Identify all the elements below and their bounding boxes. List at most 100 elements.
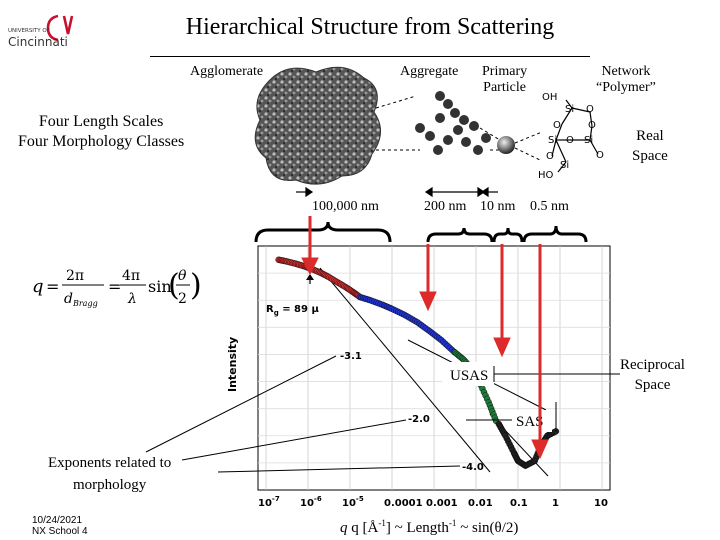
brace-aggregate xyxy=(426,227,494,243)
bragg-equation: q = 2π dBragg = 4π λ sin ( θ 2 ) xyxy=(32,268,202,308)
slope-label-4: -4.0 xyxy=(462,462,484,473)
x-axis-label: q q [Å-1] ~ Length-1 ~ sin(θ/2) xyxy=(340,518,518,537)
eq-num2: 4π xyxy=(122,268,140,284)
label-agglomerate: Agglomerate xyxy=(190,64,264,79)
network-atoms: OH Si O O Si O O Si O Si O HO xyxy=(538,92,604,181)
footer-event: NX School 4 xyxy=(32,526,88,537)
eq-equals: = xyxy=(46,277,59,296)
university-logo: UNIVERSITY OF Cincinnati xyxy=(6,10,96,50)
atom-o-5: O xyxy=(546,151,554,162)
rg-arrowhead xyxy=(306,274,314,280)
x-tick-label: 10 xyxy=(594,498,608,509)
atom-o-3: O xyxy=(566,135,574,146)
length-scales-caption: Four Length Scales Four Morphology Class… xyxy=(18,112,184,152)
eq-bragg-sub: Bragg xyxy=(72,299,98,308)
brace-network xyxy=(522,225,588,243)
atom-si-1: Si xyxy=(565,104,574,115)
label-aggregate: Aggregate xyxy=(400,64,459,79)
rg-label: Rg = 89 μ xyxy=(266,304,319,317)
eq-num1: 2π xyxy=(66,268,84,284)
size-100000nm: 100,000 nm xyxy=(312,199,379,214)
x-tick-label: 0.001 xyxy=(426,498,458,509)
eq-lparen: ( xyxy=(168,268,180,303)
morphology-classes-line: Four Morphology Classes xyxy=(18,133,185,150)
x-axis-q: q xyxy=(340,520,348,536)
usas-label: USAS xyxy=(450,368,488,384)
red-arrow-agglomerate-head xyxy=(301,257,319,276)
atom-o-2: O xyxy=(553,120,561,131)
eq-den1: dBragg xyxy=(64,291,98,308)
eq-den2: λ xyxy=(127,291,137,307)
atom-si-4: Si xyxy=(560,160,569,171)
red-arrow-network-head xyxy=(531,439,549,460)
x-tick-label: 10-7 xyxy=(258,495,280,509)
primary-particle-image xyxy=(497,136,515,154)
y-axis-label: Intensity xyxy=(226,337,239,392)
red-arrow-aggregate-head xyxy=(419,291,437,312)
x-axis-sup2: -1 xyxy=(448,518,457,528)
x-tick-label: 10-5 xyxy=(342,495,364,509)
atom-ho: HO xyxy=(538,170,554,181)
eq-q: q xyxy=(32,276,44,297)
zoom-links xyxy=(375,95,501,151)
atom-o-6: O xyxy=(596,150,604,161)
x-tick-label: 0.1 xyxy=(510,498,528,509)
footer: 10/24/2021 NX School 4 xyxy=(32,515,88,537)
brace-agglomerate xyxy=(254,221,392,243)
size-200nm: 200 nm xyxy=(424,199,467,214)
title-underline xyxy=(150,56,590,57)
real-space-line2: Space xyxy=(632,148,668,164)
size-10nm: 10 nm xyxy=(480,199,516,214)
rg-subscript: g xyxy=(274,309,279,317)
x-axis-part1: q [Å xyxy=(351,520,379,536)
exponents-line1: Exponents related to xyxy=(48,455,172,471)
x-tick-label: 10-6 xyxy=(300,495,322,509)
scattering-data xyxy=(275,256,560,469)
real-space-label: Real Space xyxy=(632,126,668,166)
length-scales-line: Four Length Scales xyxy=(38,113,164,130)
x-tick-label: 1 xyxy=(552,498,559,509)
atom-oh: OH xyxy=(542,92,557,103)
size-arrows xyxy=(296,186,498,198)
sas-label: SAS xyxy=(516,414,544,430)
x-axis-part2: ] ~ Length xyxy=(385,520,449,536)
atom-o-1: O xyxy=(586,104,594,115)
atom-si-2: Si xyxy=(548,135,557,146)
atom-si-3: Si xyxy=(584,135,593,146)
x-tick-labels: 10-7 10-6 10-5 0.0001 0.001 0.01 0.1 1 10 xyxy=(258,495,608,509)
reciprocal-space-label: Reciprocal Space xyxy=(620,355,685,395)
aggregate-image xyxy=(415,91,491,155)
sas-box xyxy=(512,410,552,432)
slope-label-3-1: -3.1 xyxy=(340,351,362,362)
eq-sin: sin xyxy=(148,277,172,296)
label-particle: Particle xyxy=(483,80,526,95)
eq-equals-2: = xyxy=(108,277,121,296)
rg-symbol: R xyxy=(266,304,274,315)
label-primary-particle: Primary Particle xyxy=(482,64,527,96)
eq-d: d xyxy=(64,291,73,307)
slide-title: Hierarchical Structure from Scattering xyxy=(185,14,555,40)
exponents-caption: Exponents related to morphology xyxy=(48,452,171,496)
x-axis-sup1: -1 xyxy=(378,518,386,528)
network-polymer-diagram xyxy=(551,99,599,173)
x-tick-label: 0.01 xyxy=(468,498,493,509)
slope-label-2: -2.0 xyxy=(408,414,430,425)
usas-box xyxy=(442,362,494,386)
university-logo-mark: UNIVERSITY OF Cincinnati xyxy=(8,14,74,49)
exponent-pointers xyxy=(145,355,461,473)
agglomerate-image xyxy=(254,66,381,185)
logo-text-small: UNIVERSITY OF xyxy=(8,28,50,34)
eq-num3: θ xyxy=(178,268,187,284)
slope-line-3-1 xyxy=(319,267,491,473)
label-primary: Primary xyxy=(482,64,528,79)
label-network-polymer: Network “Polymer” xyxy=(596,64,656,96)
gridlines xyxy=(258,246,610,490)
atom-o-4: O xyxy=(588,120,596,131)
exponents-line2: morphology xyxy=(72,477,147,493)
real-space-line1: Real xyxy=(636,128,664,144)
label-polymer: “Polymer” xyxy=(596,80,656,95)
eq-rparen: ) xyxy=(190,268,202,303)
reciprocal-line2: Space xyxy=(634,377,671,393)
reciprocal-line1: Reciprocal xyxy=(620,357,685,373)
size-05nm: 0.5 nm xyxy=(530,199,569,214)
